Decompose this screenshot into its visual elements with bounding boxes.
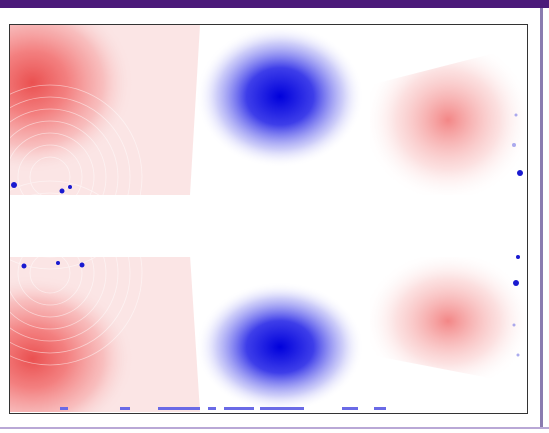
top-bar [0, 0, 549, 8]
heatmap-frame [9, 24, 528, 414]
right-edge-border [540, 8, 543, 427]
bottom-border-line [0, 427, 549, 429]
bottom-artifact-dots [60, 407, 386, 410]
field-heatmap-icon [10, 25, 526, 412]
